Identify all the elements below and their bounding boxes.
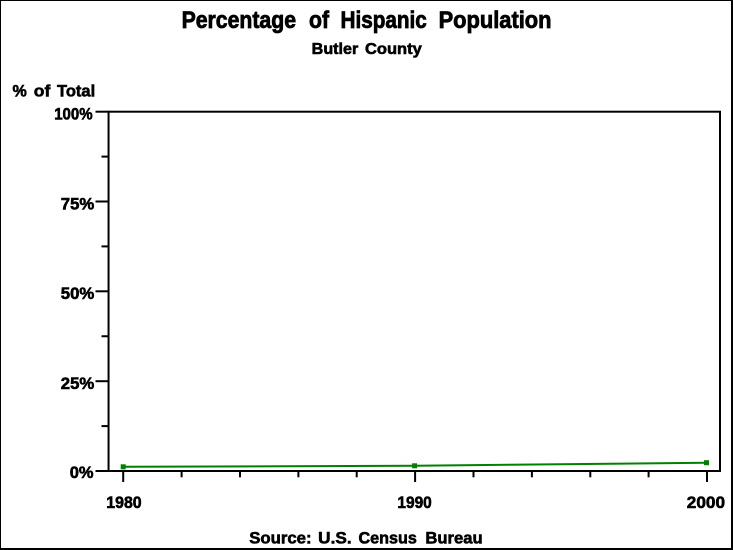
svg-text:of: of [309,7,330,34]
svg-text:County: County [365,41,422,58]
svg-text:Source:: Source: [249,528,311,547]
svg-text:Census: Census [359,528,417,547]
svg-text:Total: Total [57,82,95,101]
svg-text:of: of [34,82,51,101]
svg-text:1980: 1980 [106,493,141,512]
svg-text:75%: 75% [61,194,95,213]
svg-text:1990: 1990 [397,493,431,512]
svg-text:%: % [13,82,27,101]
svg-text:Butler: Butler [312,41,359,58]
svg-text:50%: 50% [61,284,95,303]
svg-text:2000: 2000 [687,493,725,512]
svg-text:Bureau: Bureau [425,528,482,547]
svg-text:Percentage: Percentage [182,7,296,34]
svg-text:25%: 25% [61,374,95,393]
svg-text:Population: Population [439,7,552,34]
svg-text:0%: 0% [70,463,94,482]
svg-text:U.S.: U.S. [318,528,351,547]
svg-text:Hispanic: Hispanic [341,7,427,34]
svg-text:100%: 100% [54,105,92,124]
